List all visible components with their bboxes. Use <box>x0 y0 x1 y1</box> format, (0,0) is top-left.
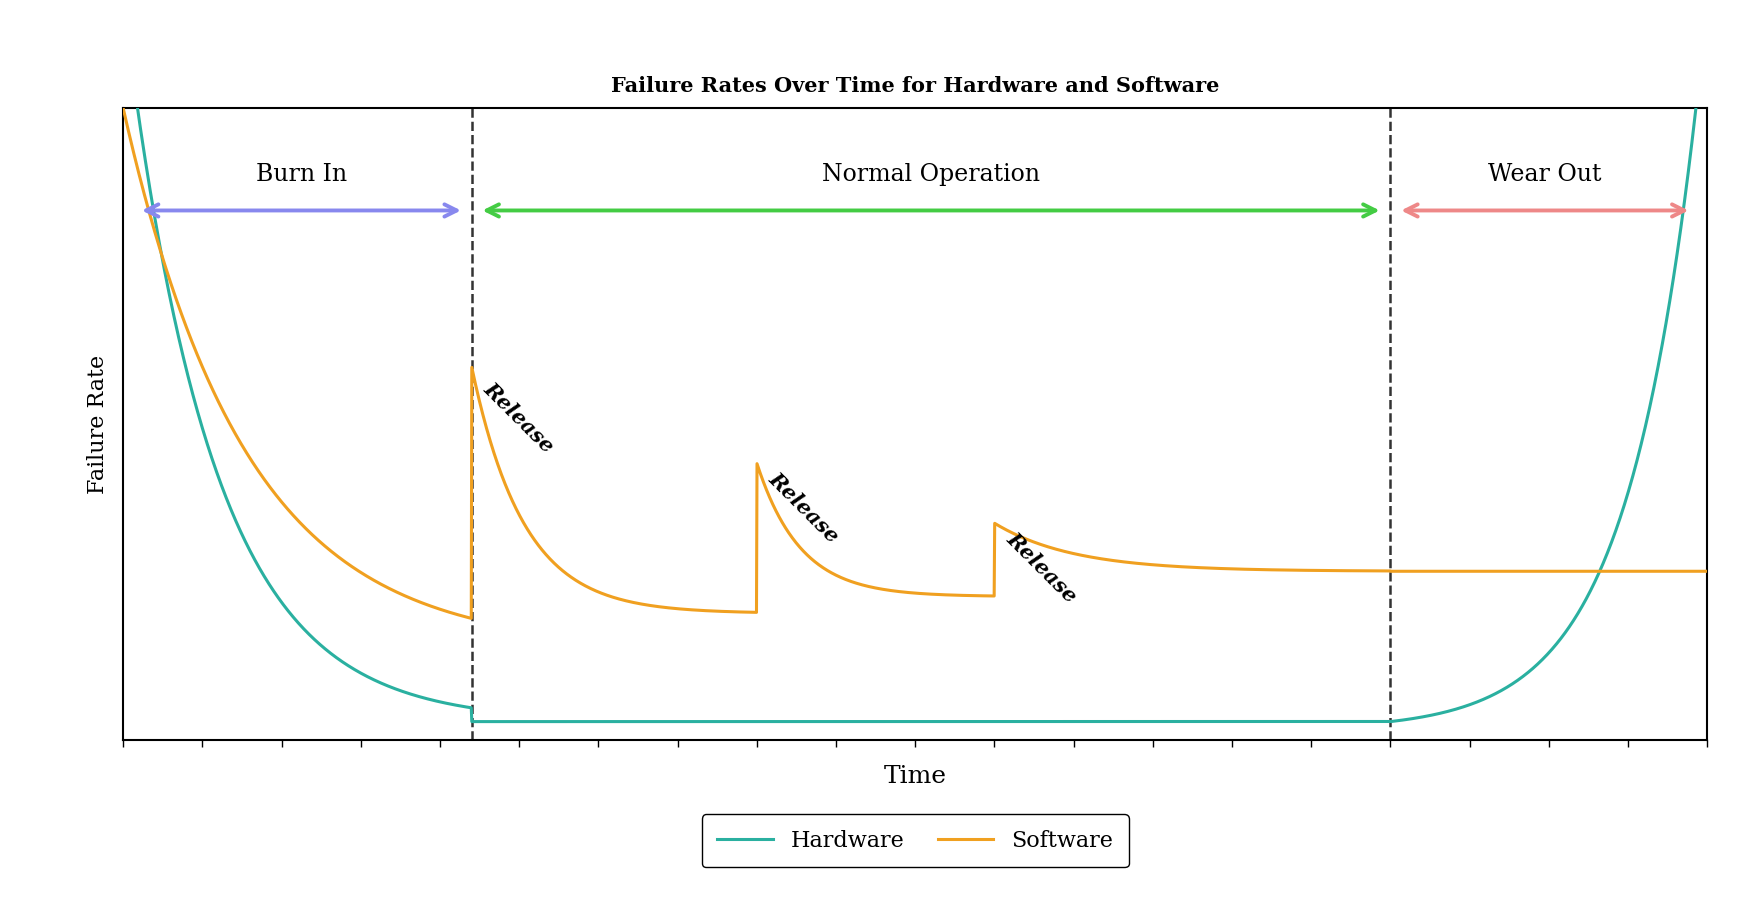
Text: Burn In: Burn In <box>255 163 347 187</box>
X-axis label: Time: Time <box>884 765 947 788</box>
Text: Release: Release <box>766 469 843 547</box>
Legend: Hardware, Software: Hardware, Software <box>702 815 1128 868</box>
Y-axis label: Failure Rate: Failure Rate <box>88 354 109 493</box>
Text: Release: Release <box>479 379 558 456</box>
Text: Release: Release <box>1003 529 1081 607</box>
Text: Wear Out: Wear Out <box>1489 163 1602 187</box>
Title: Failure Rates Over Time for Hardware and Software: Failure Rates Over Time for Hardware and… <box>611 76 1220 96</box>
Text: Normal Operation: Normal Operation <box>822 163 1040 187</box>
